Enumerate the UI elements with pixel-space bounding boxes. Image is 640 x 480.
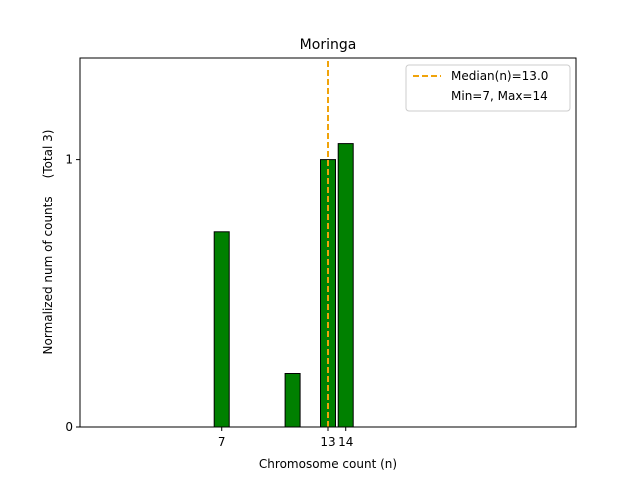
chart-title: Moringa — [300, 37, 357, 53]
x-tick-label: 7 — [218, 435, 226, 449]
legend-box — [405, 64, 571, 112]
bar — [337, 143, 354, 428]
bar — [213, 231, 230, 428]
y-ticks: 01 — [65, 153, 80, 434]
x-tick-label: 13 — [320, 435, 335, 449]
y-axis-label-main: Normalized num of counts — [41, 196, 55, 354]
y-tick-label: 0 — [65, 420, 73, 434]
legend-entry-median: Median(n)=13.0 — [451, 69, 548, 83]
x-axis-label: Chromosome count (n) — [259, 457, 397, 471]
y-axis-label-note: (Total 3) — [41, 130, 55, 179]
x-tick-label: 14 — [338, 435, 353, 449]
legend-entry-range: Min=7, Max=14 — [451, 89, 548, 103]
y-tick-label: 1 — [65, 153, 73, 167]
x-ticks: 7 13 14 — [218, 427, 353, 449]
bars-layer — [213, 143, 354, 428]
y-axis-label: Normalized num of counts (Total 3) — [41, 130, 55, 355]
bar — [284, 373, 301, 428]
legend: Median(n)=13.0 Min=7, Max=14 — [405, 64, 571, 112]
